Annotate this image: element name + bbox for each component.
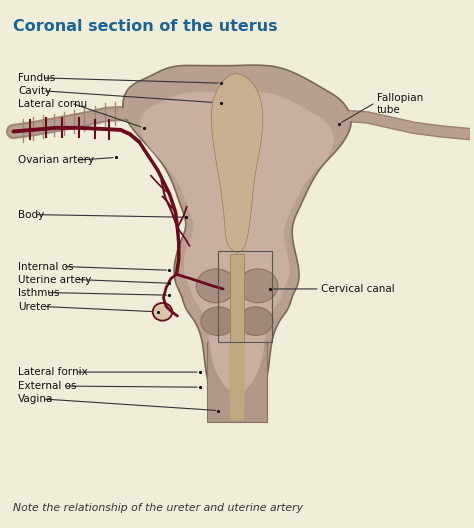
Polygon shape <box>228 342 246 420</box>
Text: Body: Body <box>18 210 45 220</box>
Text: Uterine artery: Uterine artery <box>18 275 91 285</box>
Text: Vagina: Vagina <box>18 394 54 404</box>
Text: Internal os: Internal os <box>18 261 73 271</box>
Ellipse shape <box>238 307 273 335</box>
Text: Fundus: Fundus <box>18 73 55 83</box>
Text: Coronal section of the uterus: Coronal section of the uterus <box>13 18 278 34</box>
Polygon shape <box>140 92 334 393</box>
Text: External os: External os <box>18 381 77 391</box>
Text: Isthmus: Isthmus <box>18 288 60 298</box>
Ellipse shape <box>201 307 236 335</box>
Ellipse shape <box>196 269 236 303</box>
Polygon shape <box>207 342 267 422</box>
Polygon shape <box>123 65 351 420</box>
Text: Fallopian
tube: Fallopian tube <box>377 93 423 115</box>
Text: Ureter: Ureter <box>18 301 51 312</box>
Text: Ovarian artery: Ovarian artery <box>18 155 94 165</box>
Text: Lateral cornu: Lateral cornu <box>18 99 87 109</box>
Text: Lateral fornix: Lateral fornix <box>18 367 88 377</box>
Text: Cavity: Cavity <box>18 86 51 96</box>
Ellipse shape <box>153 303 172 320</box>
Bar <box>219 251 272 342</box>
Polygon shape <box>229 253 245 342</box>
Polygon shape <box>211 74 263 252</box>
Text: Note the relationship of the ureter and uterine artery: Note the relationship of the ureter and … <box>13 503 303 513</box>
Text: Cervical canal: Cervical canal <box>321 284 394 294</box>
Ellipse shape <box>238 269 278 303</box>
